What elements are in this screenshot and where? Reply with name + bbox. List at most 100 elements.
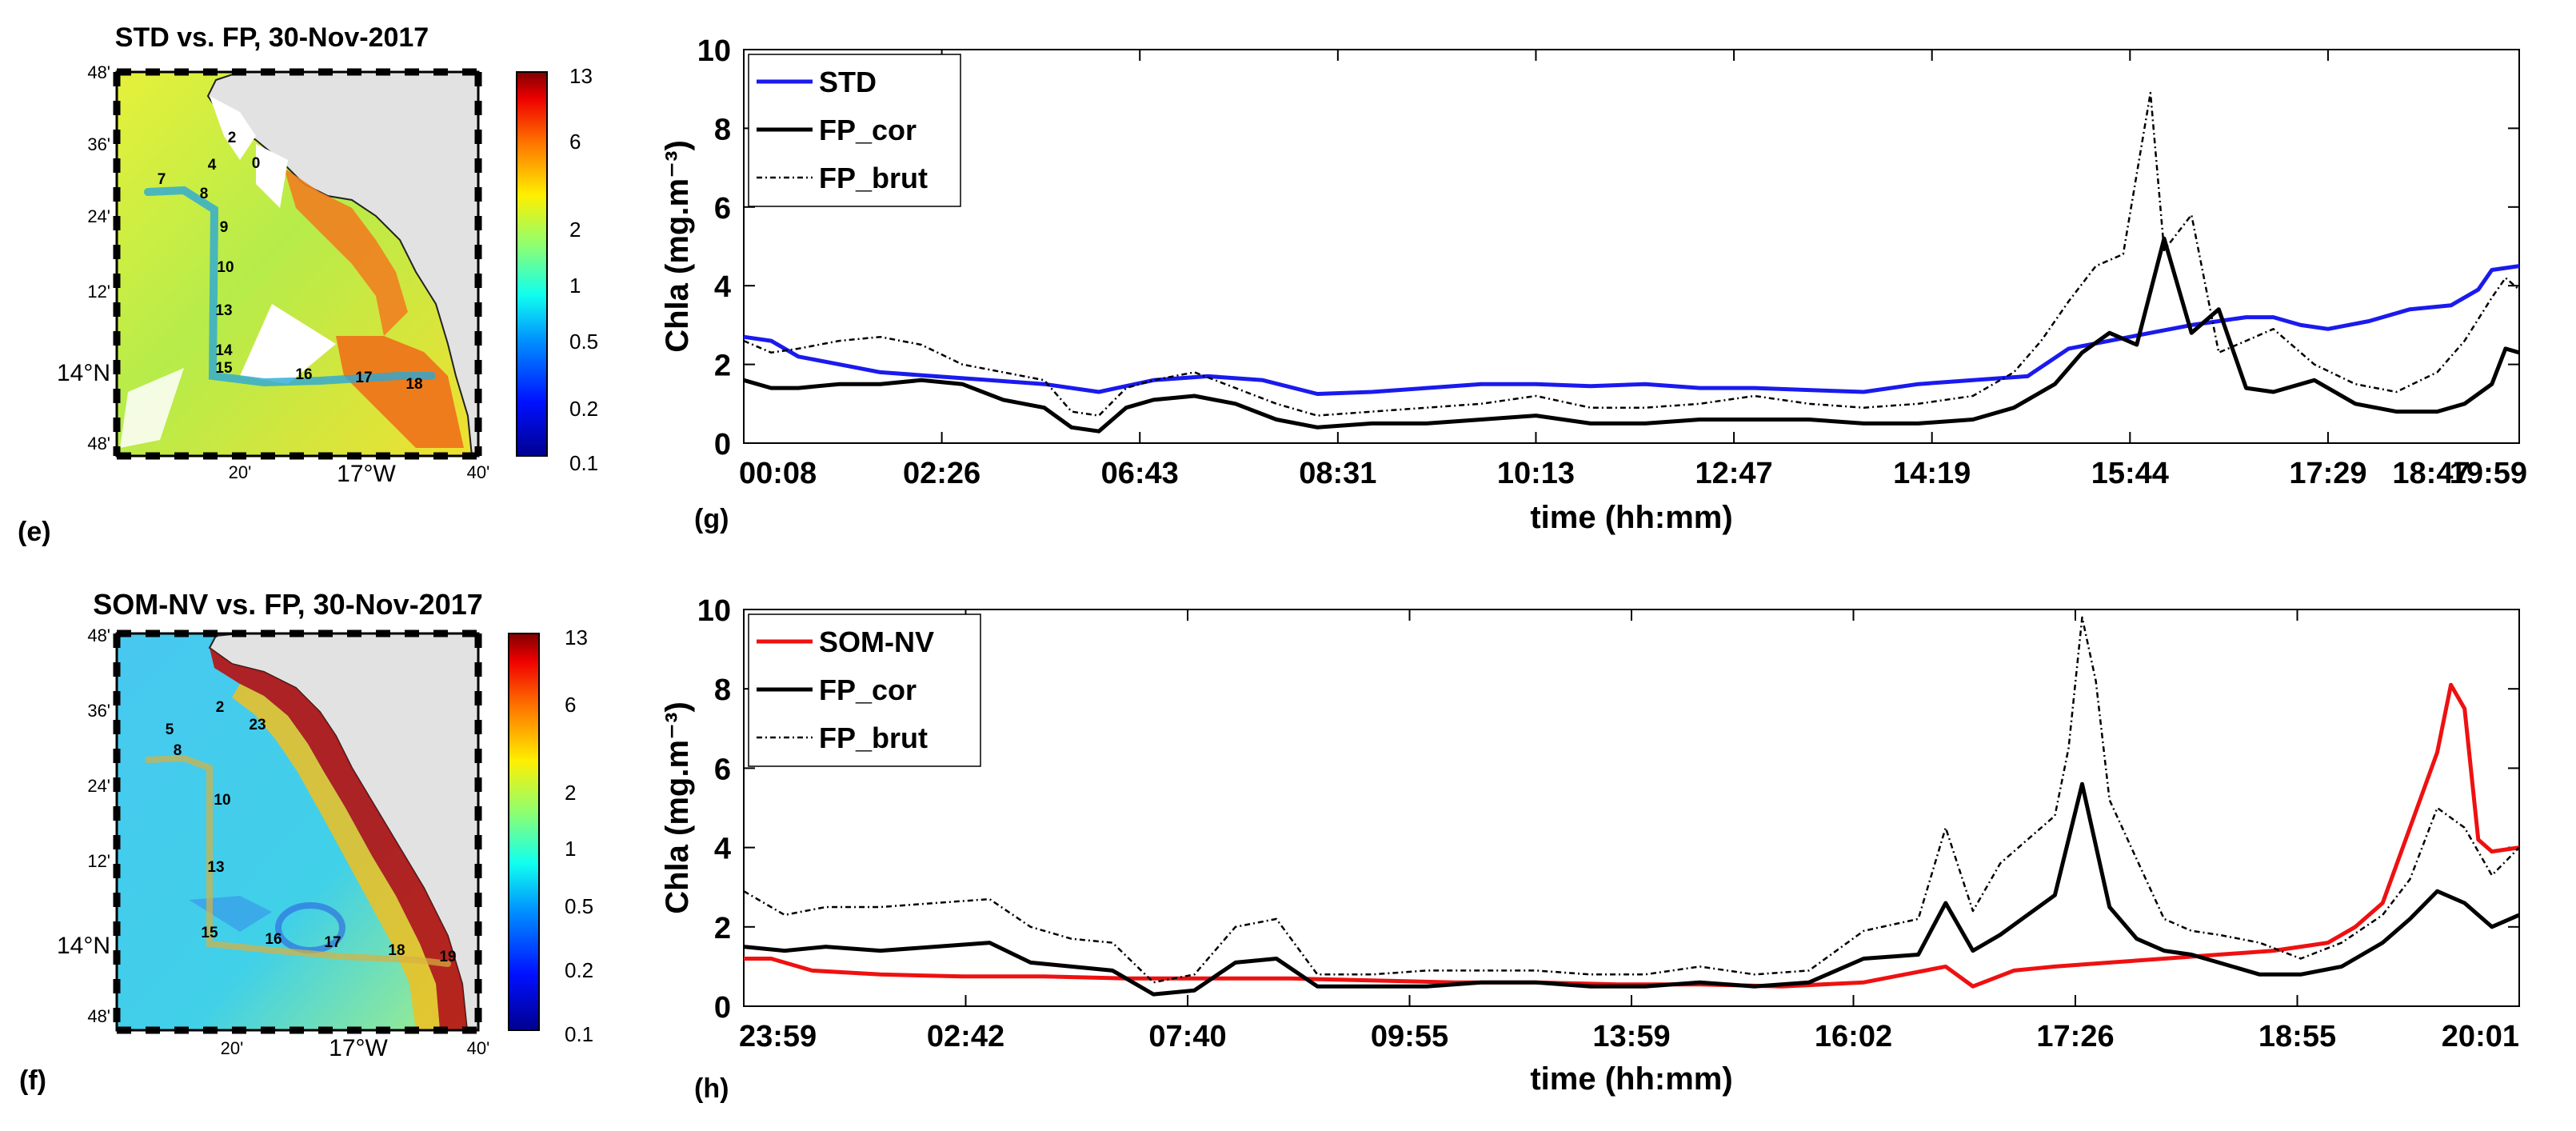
coastal-high-chl [210, 648, 467, 1030]
x-tick-label: 02:26 [903, 457, 980, 490]
x-tick-label: 19:59 [2450, 457, 2527, 490]
lon-tick: 40' [467, 1038, 490, 1058]
colorbar-tick: 1 [569, 274, 581, 298]
legend-label: SOM-NV [819, 625, 934, 658]
x-tick-label: 06:43 [1101, 457, 1179, 490]
colorbar-tick: 0.5 [565, 894, 593, 918]
lat-tick: 12' [87, 282, 110, 302]
cloud-mask [210, 96, 256, 160]
colorbar-tick: 1 [565, 837, 576, 861]
panel-label-f: (f) [19, 1065, 46, 1096]
colorbar-tick: 0.5 [569, 330, 598, 354]
station-label: 0 [252, 155, 261, 172]
y-tick-label: 2 [714, 912, 731, 945]
lon-tick: 17°W [337, 461, 396, 487]
y-tick-label: 6 [714, 192, 731, 226]
colorbar-tick: 0.1 [569, 451, 598, 475]
station-label: 19 [439, 949, 456, 965]
x-tick-label: 15:44 [2091, 457, 2169, 490]
station-label: 17 [355, 370, 372, 386]
y-tick-label: 8 [714, 673, 731, 707]
y-tick-label: 2 [714, 350, 731, 383]
station-label: 16 [295, 366, 312, 383]
station-label: 15 [215, 360, 233, 377]
colorbar-ticks: 13 6 2 1 0.5 0.2 0.1 [565, 625, 593, 1046]
station-labels: 2 23 5 8 10 13 15 16 17 18 19 [166, 699, 457, 965]
y-axis-label: Chla (mg.m⁻³) [660, 701, 695, 914]
station-label: 4 [208, 157, 217, 174]
colorbar-tick: 0.2 [569, 397, 598, 421]
x-tick-label: 00:08 [739, 457, 817, 490]
cloud-mask [256, 144, 288, 208]
y-tick-label: 10 [697, 34, 731, 68]
lon-tick: 20' [221, 1038, 244, 1058]
coastal-mid-chl [232, 684, 440, 1030]
station-label: 13 [207, 859, 224, 876]
coastal-high-chl [284, 168, 408, 336]
station-label: 17 [324, 934, 341, 951]
lon-tick: 17°W [329, 1035, 388, 1061]
lon-tick: 20' [229, 462, 252, 482]
series-line-std [743, 264, 2520, 396]
x-tick-label: 07:40 [1148, 1020, 1226, 1053]
series-line-fp-cor [743, 236, 2520, 434]
lat-tick: 14°N [57, 360, 110, 386]
map-frame-ticks [113, 629, 482, 1034]
x-tick-label: 17:26 [2036, 1020, 2114, 1053]
coastal-high-chl [336, 336, 464, 448]
x-tick-label: 14:19 [1893, 457, 1971, 490]
station-label: 5 [166, 721, 174, 738]
lat-tick: 24' [87, 776, 110, 796]
colorbar-tick: 2 [565, 781, 576, 805]
lat-tick: 36' [87, 134, 110, 154]
legend-label: FP_brut [819, 162, 928, 194]
lat-tick: 12' [87, 851, 110, 871]
colorbar-tick: 0.1 [565, 1022, 593, 1046]
x-tick-label: 13:59 [1592, 1020, 1670, 1053]
station-label: 8 [200, 186, 209, 202]
series-line-fp-brut [743, 616, 2520, 984]
lat-tick: 36' [87, 701, 110, 721]
lat-tick: 48' [87, 434, 110, 454]
legend-label: FP_cor [819, 673, 917, 706]
ship-track [144, 186, 436, 387]
station-label: 2 [228, 130, 237, 146]
colorbar-tick: 6 [569, 130, 581, 154]
station-label: 8 [174, 742, 182, 759]
lat-tick-labels: 48' 36' 24' 12' 14°N 48' [57, 625, 110, 1026]
map-title: SOM-NV vs. FP, 30-Nov-2017 [93, 588, 483, 621]
station-label: 10 [214, 792, 230, 809]
map-panel-f: SOM-NV vs. FP, 30-Nov-2017 48' 36' 24' 1… [19, 588, 593, 1096]
series-line-som-nv [744, 682, 2520, 989]
ship-track [145, 754, 451, 967]
colorbar-tick: 6 [565, 693, 576, 717]
legend-label: FP_cor [819, 114, 917, 146]
colorbar [508, 633, 540, 1031]
chart-h: 0 2 4 6 8 10 23:59 02:42 07:40 09:55 13:59 16:02 17:… [660, 594, 2520, 1104]
colorbar-tick: 2 [569, 218, 581, 242]
station-label: 7 [158, 171, 166, 188]
y-tick-label: 4 [714, 833, 731, 866]
x-tick-label: 16:02 [1815, 1020, 1892, 1053]
station-label: 10 [217, 259, 234, 276]
panel-label: (g) [694, 504, 729, 534]
station-label: 15 [201, 925, 218, 941]
cloud-mask [240, 304, 336, 384]
x-tick-label: 20:01 [2442, 1020, 2519, 1053]
colorbar [516, 71, 548, 457]
station-label: 16 [265, 931, 282, 948]
colorbar-tick: 13 [569, 64, 593, 88]
x-tick-label: 18:55 [2258, 1020, 2336, 1053]
y-axis-label: Chla (mg.m⁻³) [660, 140, 695, 353]
x-tick-label: 02:42 [927, 1020, 1004, 1053]
x-tick-label: 18:47 [2392, 457, 2470, 490]
y-tick-label: 0 [714, 428, 731, 462]
map-frame-ticks [113, 68, 482, 460]
plot-area [743, 609, 2520, 1007]
plot-area [743, 49, 2520, 444]
colorbar-ticks: 13 6 2 1 0.5 0.2 0.1 [569, 64, 598, 475]
station-label: 18 [388, 942, 405, 959]
station-label: 9 [220, 219, 229, 236]
colorbar-tick: 13 [565, 625, 588, 649]
